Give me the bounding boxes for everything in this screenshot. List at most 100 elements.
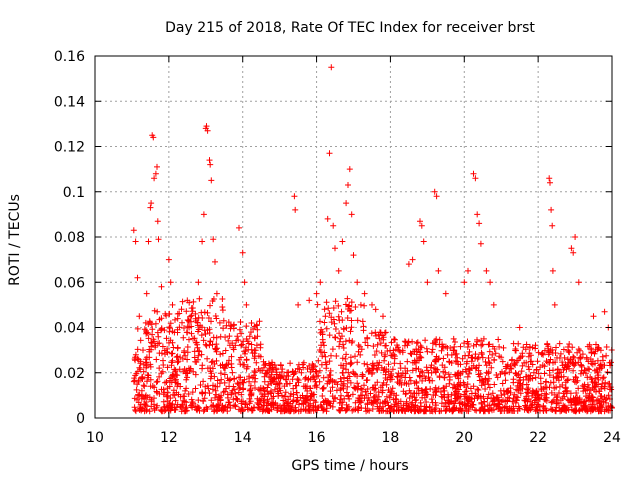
data-point xyxy=(528,358,535,365)
data-point xyxy=(339,238,346,245)
data-point xyxy=(387,373,394,380)
data-point xyxy=(408,404,415,411)
data-point xyxy=(352,384,359,391)
data-point xyxy=(441,374,448,381)
data-point xyxy=(299,392,306,399)
data-point xyxy=(395,344,401,351)
data-point xyxy=(553,396,560,403)
data-point xyxy=(304,366,311,372)
data-point xyxy=(593,341,599,348)
data-point xyxy=(186,324,193,331)
data-point xyxy=(487,279,494,286)
data-point xyxy=(507,385,514,392)
data-point xyxy=(482,358,489,365)
data-point xyxy=(146,348,153,355)
data-point xyxy=(583,398,590,404)
data-point xyxy=(191,335,198,342)
data-point xyxy=(467,403,473,410)
data-point xyxy=(535,349,542,356)
data-point xyxy=(257,387,264,394)
data-point xyxy=(187,318,194,325)
data-point xyxy=(597,404,604,411)
data-point xyxy=(346,395,353,402)
data-point xyxy=(559,405,566,412)
data-point xyxy=(160,398,167,405)
data-point xyxy=(194,407,201,414)
data-point xyxy=(525,385,532,392)
data-point xyxy=(556,390,562,396)
data-point xyxy=(167,320,174,327)
data-point xyxy=(200,211,207,218)
data-point xyxy=(208,318,214,325)
data-point xyxy=(156,390,163,397)
data-point xyxy=(189,400,196,407)
data-point xyxy=(405,261,412,268)
data-point xyxy=(578,362,585,369)
data-point xyxy=(402,370,409,377)
data-point xyxy=(199,390,206,397)
data-point xyxy=(230,344,237,351)
data-point xyxy=(574,349,581,356)
data-point xyxy=(238,342,245,349)
data-point xyxy=(440,355,447,362)
data-point xyxy=(488,395,495,401)
data-point xyxy=(310,407,317,414)
data-point xyxy=(457,379,464,386)
data-point xyxy=(565,406,572,413)
data-point xyxy=(329,346,336,353)
data-point xyxy=(478,342,485,349)
data-point xyxy=(332,394,339,401)
data-point xyxy=(573,390,580,396)
data-point xyxy=(226,342,233,349)
data-point xyxy=(149,331,156,338)
data-point xyxy=(343,200,350,207)
data-point xyxy=(290,368,297,375)
data-point xyxy=(343,351,350,358)
data-point xyxy=(433,341,439,348)
data-point xyxy=(167,406,174,412)
data-point xyxy=(327,376,334,383)
data-point xyxy=(502,377,509,384)
data-point xyxy=(253,342,260,349)
y-tick-label: 0.12 xyxy=(54,140,85,156)
data-point xyxy=(490,301,497,308)
data-point xyxy=(595,397,602,404)
data-point xyxy=(304,397,311,403)
data-point xyxy=(371,352,378,358)
data-point xyxy=(189,389,196,396)
data-point xyxy=(278,392,285,399)
data-point xyxy=(148,200,155,207)
data-point xyxy=(546,359,553,366)
data-point xyxy=(346,307,353,314)
y-tick-label: 0.02 xyxy=(54,366,85,382)
data-point xyxy=(559,382,566,388)
data-point xyxy=(233,395,240,402)
data-point xyxy=(427,364,434,371)
data-point xyxy=(513,386,520,393)
data-point xyxy=(385,387,392,393)
data-point xyxy=(182,352,189,359)
data-point xyxy=(514,394,521,401)
data-point xyxy=(348,317,355,324)
data-point xyxy=(237,361,244,368)
data-point xyxy=(525,353,532,360)
data-point xyxy=(289,376,296,383)
data-point xyxy=(283,372,290,379)
data-point xyxy=(142,402,149,408)
data-point xyxy=(360,327,367,334)
data-point xyxy=(335,302,342,309)
y-tick-label: 0 xyxy=(76,411,85,427)
data-point xyxy=(328,314,335,321)
x-tick-label: 18 xyxy=(382,430,400,446)
data-point xyxy=(523,359,530,366)
y-tick-label: 0.16 xyxy=(54,49,85,65)
data-point xyxy=(382,371,389,378)
data-point xyxy=(470,170,477,177)
data-point xyxy=(150,134,157,141)
data-point xyxy=(237,354,244,361)
data-point xyxy=(549,398,556,405)
data-point xyxy=(152,320,159,327)
data-point xyxy=(182,370,189,377)
data-point xyxy=(320,407,327,414)
